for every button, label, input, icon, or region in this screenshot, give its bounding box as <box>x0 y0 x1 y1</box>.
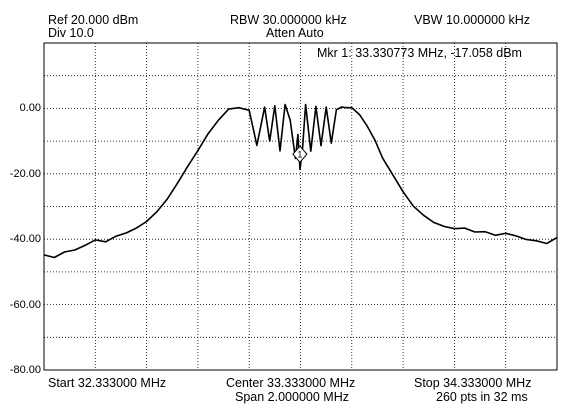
start-frequency: Start 32.333000 MHz <box>48 376 167 390</box>
div-scale: Div 10.0 <box>48 26 94 40</box>
plot-frame <box>43 42 558 371</box>
stop-frequency: Stop 34.333000 MHz <box>414 376 532 390</box>
span-readout: Span 2.000000 MHz <box>235 390 349 404</box>
atten-readout: Atten Auto <box>266 26 324 40</box>
grid <box>44 43 557 370</box>
trace-line <box>43 103 558 259</box>
vbw-readout: VBW 10.000000 kHz <box>414 13 531 27</box>
marker-label: 1 <box>297 150 302 160</box>
sweep-points: 260 pts in 32 ms <box>436 390 528 404</box>
rbw-readout: RBW 30.000000 kHz <box>230 13 347 27</box>
ref-level: Ref 20.000 dBm <box>48 13 139 27</box>
y-tick-label: -40.00 <box>9 233 41 246</box>
y-tick-label: -80.00 <box>9 364 41 376</box>
y-tick-label: -60.00 <box>9 298 41 311</box>
marker-diamond <box>292 145 308 163</box>
marker-readout: Mkr 1: 33.330773 MHz, -17.058 dBm <box>317 46 522 60</box>
marker-1: 1 <box>292 145 308 163</box>
y-tick-label: 0.00 <box>19 102 41 115</box>
y-tick-label: -20.00 <box>9 167 41 180</box>
center-frequency: Center 33.333000 MHz <box>226 376 356 390</box>
